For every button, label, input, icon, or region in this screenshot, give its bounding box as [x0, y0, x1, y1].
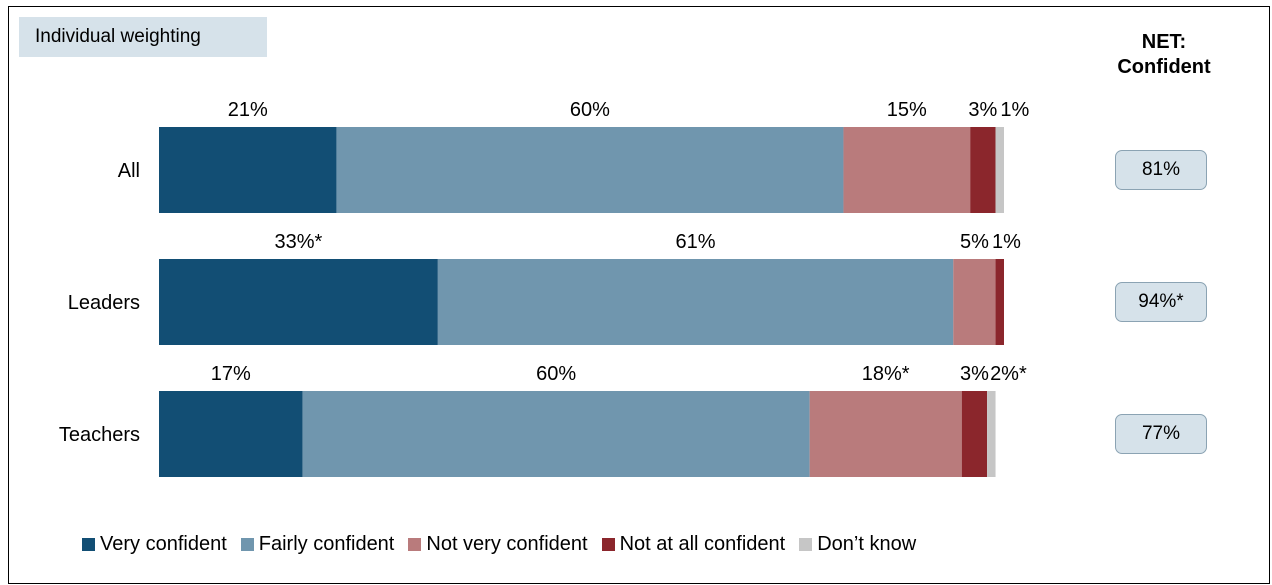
value-label-teachers-not-at-all-confident: 3%: [960, 363, 989, 385]
legend-label-dont-know: Don’t know: [817, 533, 917, 555]
bar-teachers-very-confident: [159, 391, 303, 477]
legend-item-not-very-confident: Not very confident: [408, 533, 588, 556]
legend: Very confident Fairly confident Not very c…: [82, 533, 930, 556]
bar-all-not-at-all-confident: [970, 127, 996, 213]
bar-leaders-not-at-all-confident: [995, 259, 1004, 345]
net-header-line1: NET:: [1141, 31, 1187, 53]
value-label-teachers-very-confident: 17%: [211, 363, 251, 385]
bar-all-fairly-confident: [336, 127, 844, 213]
legend-swatch-fairly-confident: [240, 538, 254, 551]
bar-teachers-fairly-confident: [302, 391, 810, 477]
value-label-leaders-very-confident: 33%*: [275, 231, 323, 253]
value-label-leaders-not-very-confident: 5%: [960, 231, 989, 253]
chart-frame: Individual weighting: [8, 6, 1270, 584]
net-confident-leaders: 94%*: [1115, 282, 1207, 322]
legend-swatch-dont-know: [799, 538, 813, 551]
net-confident-all: 81%: [1115, 150, 1207, 190]
bar-leaders-not-very-confident: [953, 259, 996, 345]
category-label-all: All: [118, 160, 140, 182]
legend-item-fairly-confident: Fairly confident: [240, 533, 395, 556]
bar-leaders-fairly-confident: [437, 259, 954, 345]
legend-swatch-very-confident: [82, 538, 95, 551]
net-confident-header: NET: Confident: [1104, 30, 1224, 80]
value-label-leaders-not-at-all-confident: 1%: [992, 231, 1021, 253]
bar-all-very-confident: [159, 127, 337, 213]
bar-teachers-not-very-confident: [809, 391, 962, 477]
category-label-teachers: Teachers: [59, 424, 140, 446]
bar-teachers-dont-know: [987, 391, 996, 477]
weighting-tag: Individual weighting: [19, 17, 267, 57]
bar-all-dont-know: [995, 127, 1004, 213]
value-label-all-very-confident: 21%: [228, 99, 268, 121]
legend-item-very-confident: Very confident: [82, 533, 227, 556]
legend-label-not-at-all-confident: Not at all confident: [619, 533, 786, 555]
legend-label-very-confident: Very confident: [100, 533, 227, 555]
legend-item-not-at-all-confident: Not at all confident: [601, 533, 786, 556]
legend-swatch-not-at-all-confident: [601, 538, 615, 551]
legend-label-not-very-confident: Not very confident: [426, 533, 588, 555]
value-label-all-dont-know: 1%: [1000, 99, 1029, 121]
legend-item-dont-know: Don’t know: [799, 533, 916, 556]
category-label-leaders: Leaders: [68, 292, 140, 314]
net-header-line2: Confident: [1117, 56, 1211, 78]
bar-all-not-very-confident: [843, 127, 971, 213]
value-label-all-not-very-confident: 15%: [887, 99, 927, 121]
bar-leaders-very-confident: [159, 259, 438, 345]
legend-swatch-not-very-confident: [408, 538, 422, 551]
value-label-leaders-fairly-confident: 61%: [676, 231, 716, 253]
legend-label-fairly-confident: Fairly confident: [258, 533, 395, 555]
value-label-teachers-not-very-confident: 18%*: [862, 363, 910, 385]
net-confident-teachers: 77%: [1115, 414, 1207, 454]
value-label-teachers-dont-know: 2%*: [990, 363, 1027, 385]
value-label-all-fairly-confident: 60%: [570, 99, 610, 121]
value-label-all-not-at-all-confident: 3%: [968, 99, 997, 121]
bar-teachers-not-at-all-confident: [961, 391, 988, 477]
value-label-teachers-fairly-confident: 60%: [536, 363, 576, 385]
